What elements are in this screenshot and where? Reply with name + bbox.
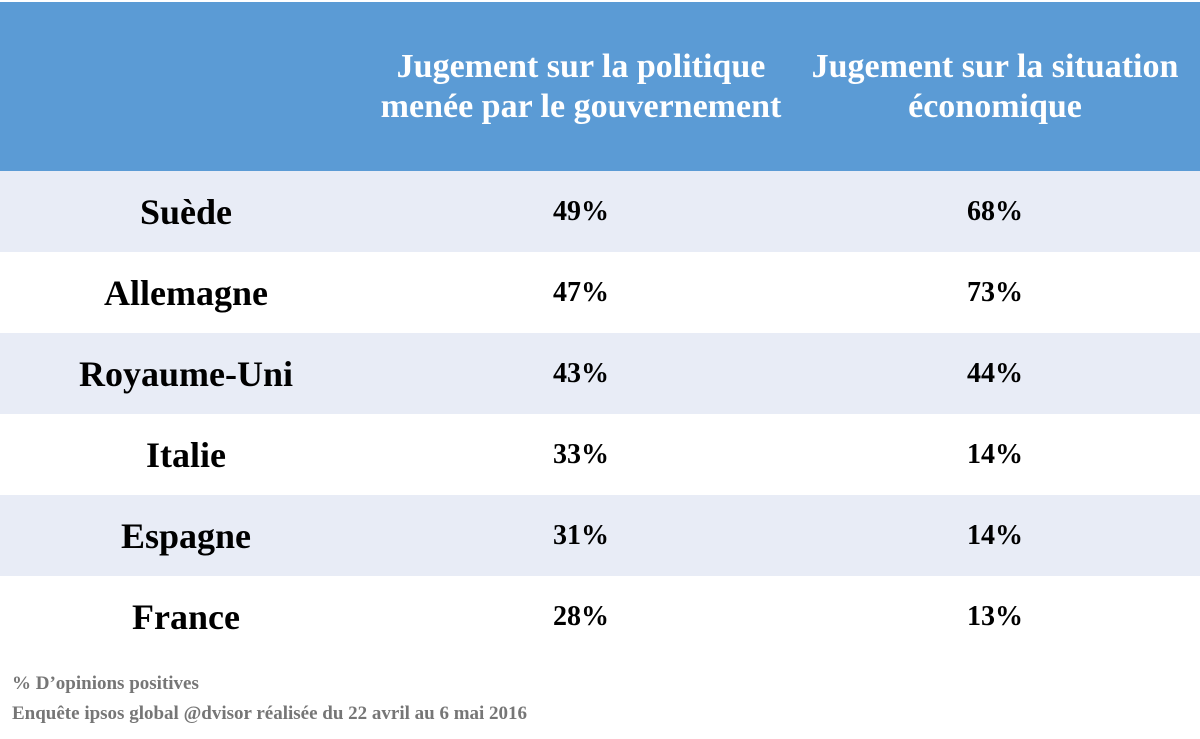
header-politique: Jugement sur la politique menée par le g… [380, 47, 782, 125]
country-cell: France [132, 596, 240, 637]
country-cell: Allemagne [104, 272, 268, 313]
unit-note: % D’opinions positives [12, 673, 199, 694]
table-row: Italie 33% 14% [0, 414, 1200, 495]
politique-value: 49% [553, 195, 609, 227]
table-row: France 28% 13% [0, 576, 1200, 657]
country-cell: Espagne [120, 515, 252, 556]
table-row: Suède 49% 68% [0, 171, 1200, 252]
economie-value: 44% [967, 357, 1023, 389]
source-note: Enquête ipsos global @dvisor réalisée du… [12, 703, 528, 724]
table-header-row: Jugement sur la politique menée par le g… [0, 2, 1200, 171]
table-row: Espagne 31% 14% [0, 495, 1200, 576]
politique-value: 28% [553, 600, 609, 632]
economie-value: 14% [967, 438, 1023, 470]
country-cell: Royaume-Uni [79, 353, 293, 394]
table-row: Royaume-Uni 43% 44% [0, 333, 1200, 414]
politique-value: 33% [553, 438, 609, 470]
economie-value: 14% [967, 519, 1023, 551]
footnotes: % D’opinions positives Enquête ipsos glo… [12, 669, 527, 729]
header-economie: Jugement sur la situation économique [811, 47, 1179, 125]
politique-value: 47% [553, 276, 609, 308]
results-table-container: Jugement sur la politique menée par le g… [0, 2, 1200, 657]
politique-value: 31% [553, 519, 609, 551]
economie-value: 73% [967, 276, 1023, 308]
economie-value: 13% [967, 600, 1023, 632]
header-country [0, 2, 372, 171]
results-table: Jugement sur la politique menée par le g… [0, 2, 1200, 657]
economie-value: 68% [967, 195, 1023, 227]
politique-value: 43% [553, 357, 609, 389]
table-row: Allemagne 47% 73% [0, 252, 1200, 333]
country-cell: Italie [146, 434, 226, 475]
country-cell: Suède [139, 191, 233, 232]
